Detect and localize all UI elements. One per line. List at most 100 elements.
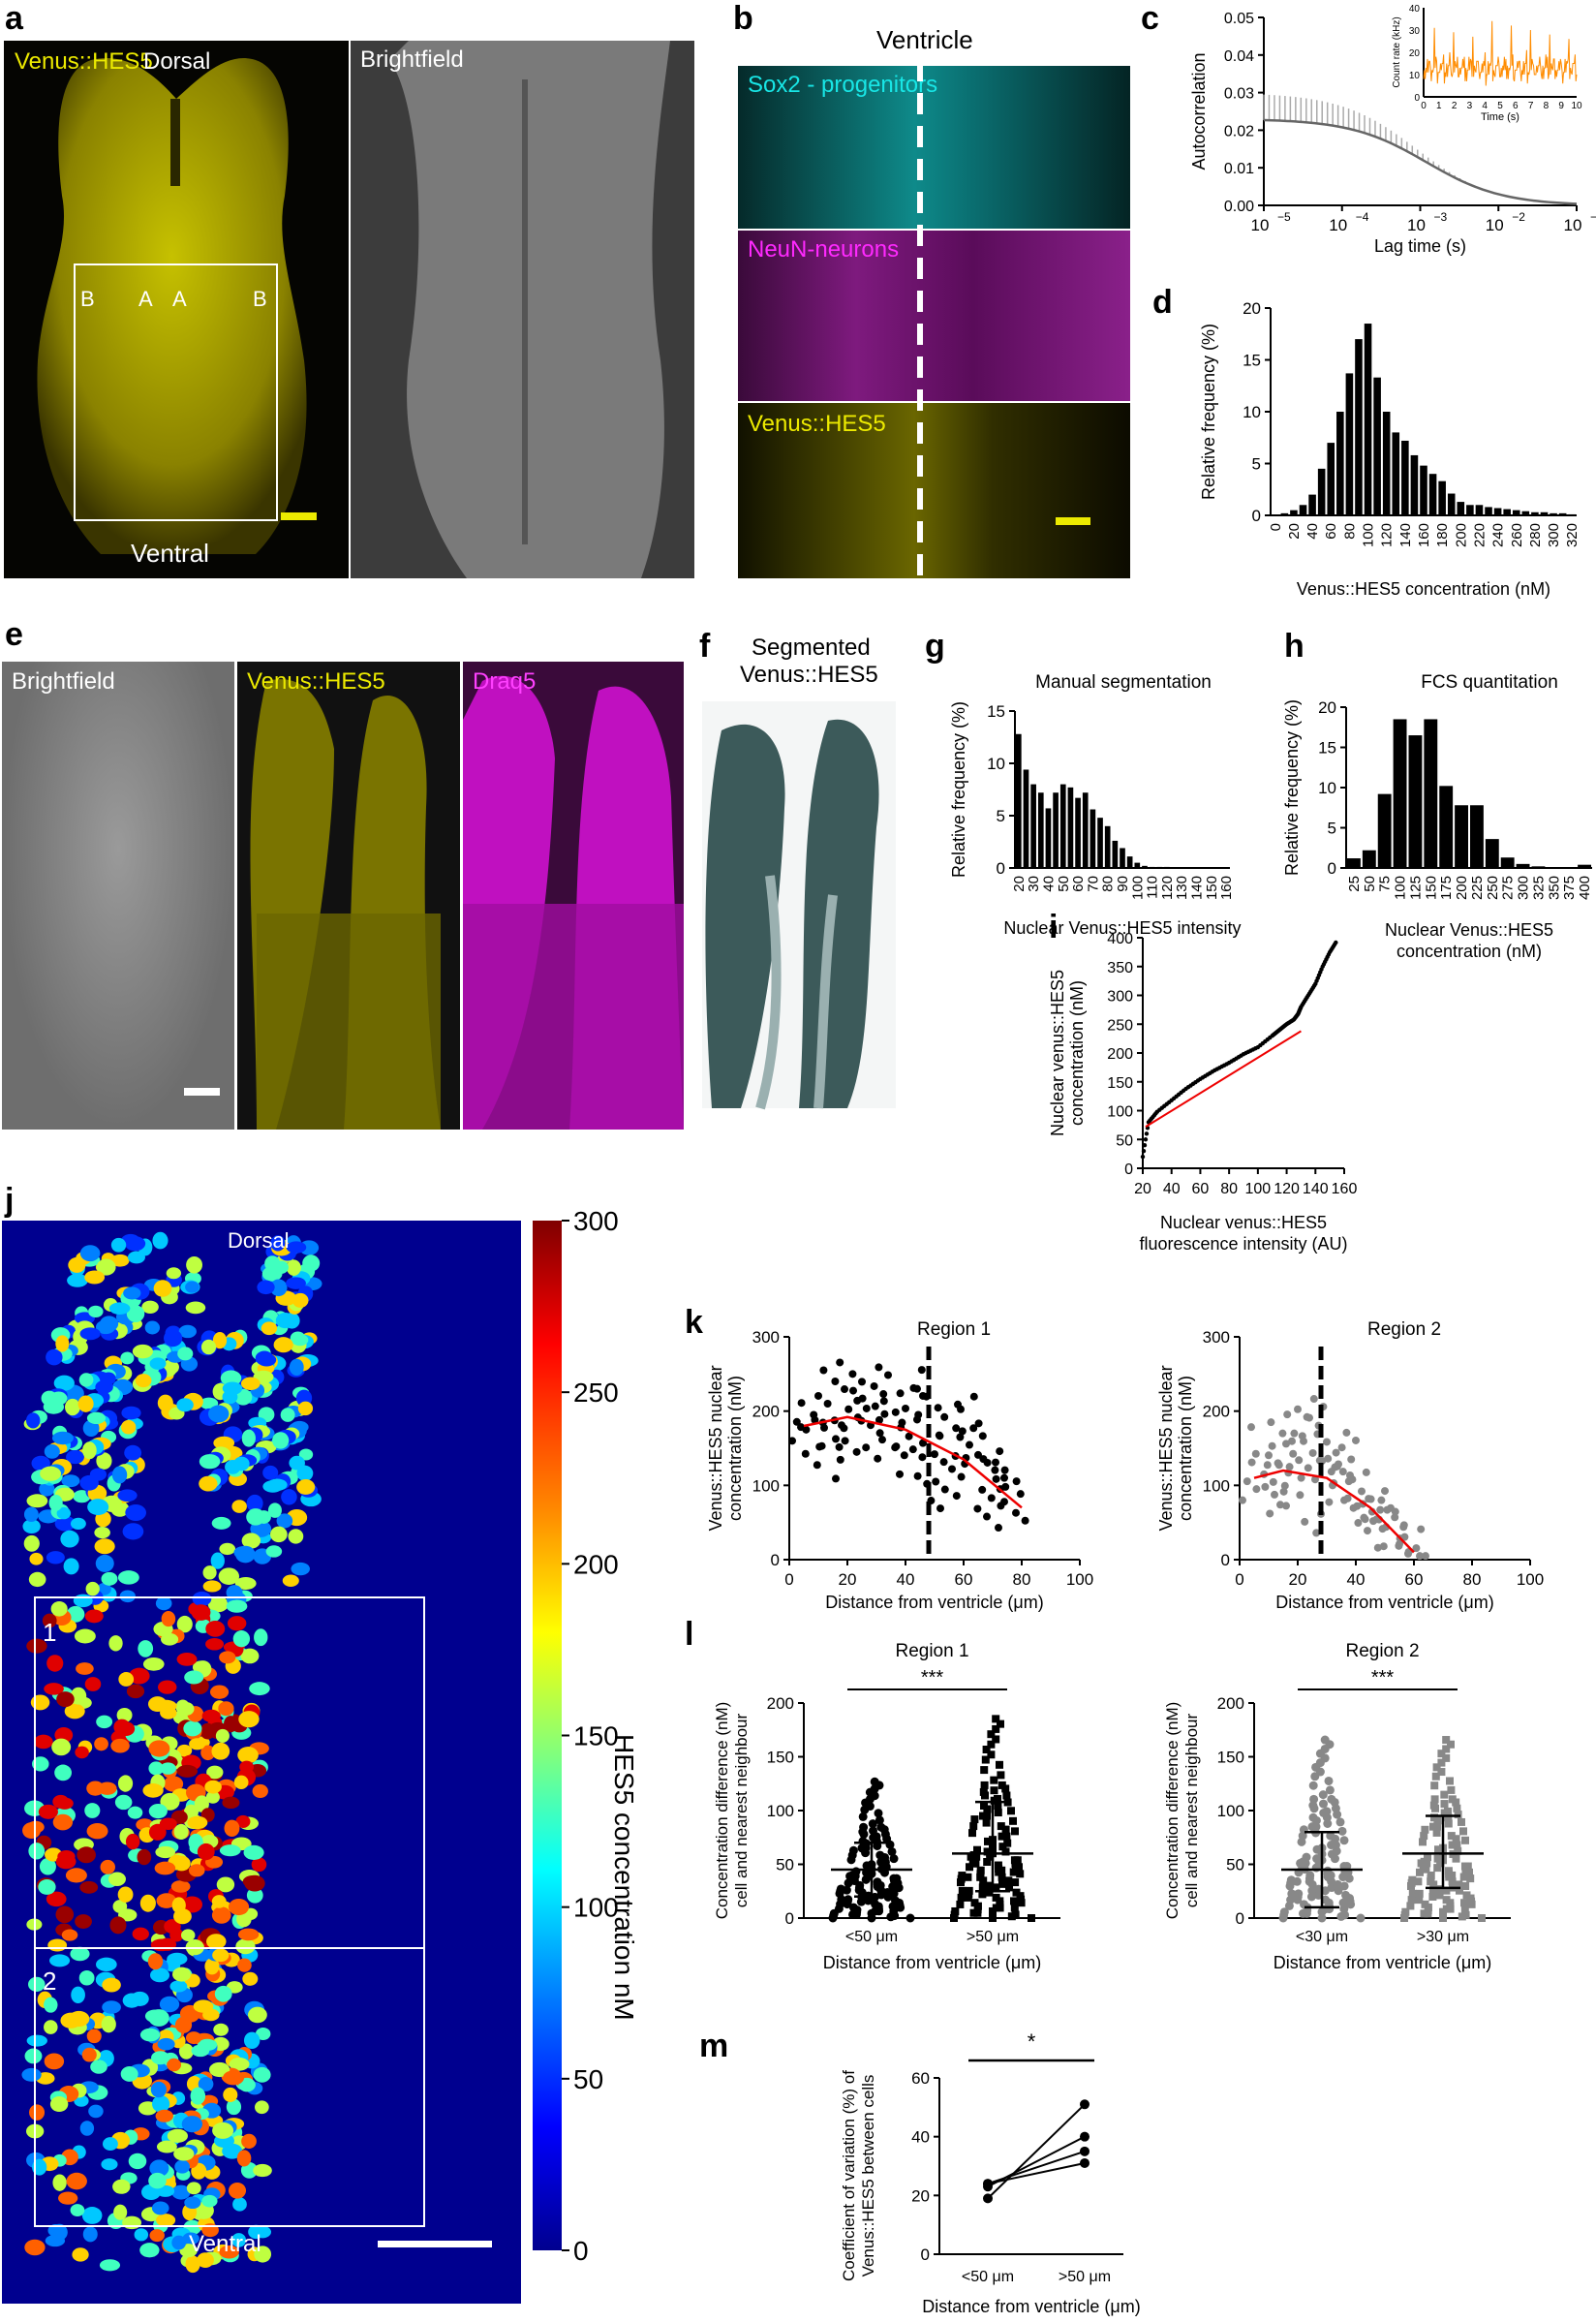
region-box [74,263,278,521]
heatmap-nucleus [241,1533,261,1549]
chart-c-xtick-label: 10 [1251,216,1270,234]
chart-d-bar [1550,512,1557,515]
chart-g-bar [1053,792,1059,868]
heatmap-nucleus [82,2226,98,2243]
heatmap-nucleus [199,1475,218,1492]
chart-k2-point [1417,1525,1426,1533]
heatmap-nucleus [144,1320,161,1335]
heatmap-nucleus [126,1684,145,1699]
chart-k1-point [956,1433,965,1441]
chart-i-xtick-label: 160 [1332,1181,1358,1197]
heatmap-nucleus [257,1280,275,1295]
chart-l1-point [990,1776,998,1784]
chart-k2-point [1346,1475,1354,1484]
chart-k2-ytick-label: 100 [1203,1476,1230,1495]
chart-l1-point [895,1898,905,1907]
chart-i-ytick-label: 350 [1107,960,1133,976]
chart-h-ytick-label: 15 [1318,739,1336,758]
chart-k1-point [891,1408,900,1416]
chart-l1-point [998,1843,1007,1851]
chart-k2-point [1243,1477,1251,1486]
chart-g-xtick-label: 40 [1040,876,1057,892]
heatmap-nucleus [215,1728,230,1743]
chart-l1-point [997,1771,1005,1780]
chart-l2-ylabel: Concentration difference (nM) [1163,1702,1182,1920]
heatmap-nucleus [139,2028,161,2042]
chart-l1-point [970,1815,979,1824]
chart-k2-point [1337,1443,1346,1452]
chart-g-bar [1112,840,1119,868]
chart-l2-ytick-label: 50 [1226,1856,1244,1874]
chart-h-bar [1516,863,1530,868]
panel-e-brightfield-image [2,662,234,1130]
chart-g-bar [1082,792,1089,868]
chart-k1-point [853,1396,862,1405]
chart-c-xtick-exp: −4 [1356,210,1369,224]
chart-l2-point [1447,1740,1455,1749]
heatmap-nucleus [26,1638,47,1654]
heatmap-nucleus [49,2096,69,2113]
heatmap-nucleus [282,1574,299,1587]
chart-c-xtick-exp: −3 [1434,210,1448,224]
chart-k2-point [1342,1428,1351,1437]
chart-k1-point [814,1391,822,1400]
chart-i-ytick-label: 150 [1107,1075,1133,1092]
chart-h-xtick-label: 400 [1577,876,1593,900]
chart-k2-point [1304,1464,1312,1472]
chart-l2-point [1287,1889,1297,1899]
chart-g-ylabel: Relative frequency (%) [949,701,968,878]
chart-m-ylabel: Coefficient of variation (%) of [840,2070,858,2281]
heatmap-nucleus [111,1466,128,1484]
chart-l1-point [992,1724,1000,1733]
chart-d-bar [1438,480,1446,515]
chart-m-xlabel: Distance from ventricle (μm) [922,2297,1140,2316]
chart-k1-point [848,1370,857,1378]
chart-k1-fit-line [803,1415,1023,1509]
panel-label-d: d [1152,284,1173,321]
chart-l1-point [982,1818,991,1827]
heatmap-nucleus [160,1792,180,1811]
chart-k2-point [1362,1468,1370,1476]
chart-k1-point [979,1455,988,1464]
chart-l2-point [1421,1825,1429,1834]
chart-l2-point [1439,1914,1447,1922]
chart-l2-point [1307,1879,1317,1889]
chart-l1-point [905,1913,915,1923]
chart-d-ytick-label: 10 [1243,403,1261,421]
chart-l1-point [981,1791,989,1800]
colorbar-tick-label: 250 [573,1378,619,1408]
chart-k2-point [1349,1503,1358,1512]
chart-k1-point [832,1474,840,1483]
chart-g-xtick-label: 80 [1100,876,1117,892]
heatmap-nucleus [189,1738,206,1750]
chart-l2-ylabel: cell and nearest neighbour [1182,1713,1201,1907]
chart-k2-xtick-label: 80 [1463,1570,1482,1589]
chart-l2-point [1319,1799,1328,1809]
chart-l1-ylabel: Concentration difference (nM) [713,1702,731,1920]
chart-h-bar [1439,786,1454,868]
heatmap-nucleus [109,1916,127,1935]
panel-label-f: f [699,628,711,665]
chart-c-xtick-exp: −1 [1590,210,1596,224]
chart-l1-point [848,1845,858,1855]
chart-k2-point [1309,1395,1318,1404]
chart-k1-point [797,1399,806,1408]
chart-k2-point [1267,1418,1275,1427]
heatmap-nucleus [108,1872,126,1886]
chart-l2-point [1333,1879,1342,1889]
chart-c-inset-ytick: 10 [1409,71,1421,81]
ventricle-dashed-line [917,60,923,583]
heatmap-nucleus [200,1339,217,1355]
chart-l1-point [981,1755,990,1764]
chart-h-ylabel: Relative frequency (%) [1282,699,1302,876]
heatmap-nucleus [70,2204,85,2217]
dorsal-label: Dorsal [143,48,211,75]
heatmap-nucleus [31,1455,50,1471]
chart-d-xtick-label: 280 [1527,523,1544,547]
heatmap-nucleus [128,2153,147,2170]
chart-g-ytick-label: 0 [997,859,1005,878]
chart-l1-point [987,1730,996,1739]
chart-l2-point [1431,1804,1439,1812]
chart-d-bar [1364,324,1372,515]
heatmap-nucleus [156,2214,176,2227]
